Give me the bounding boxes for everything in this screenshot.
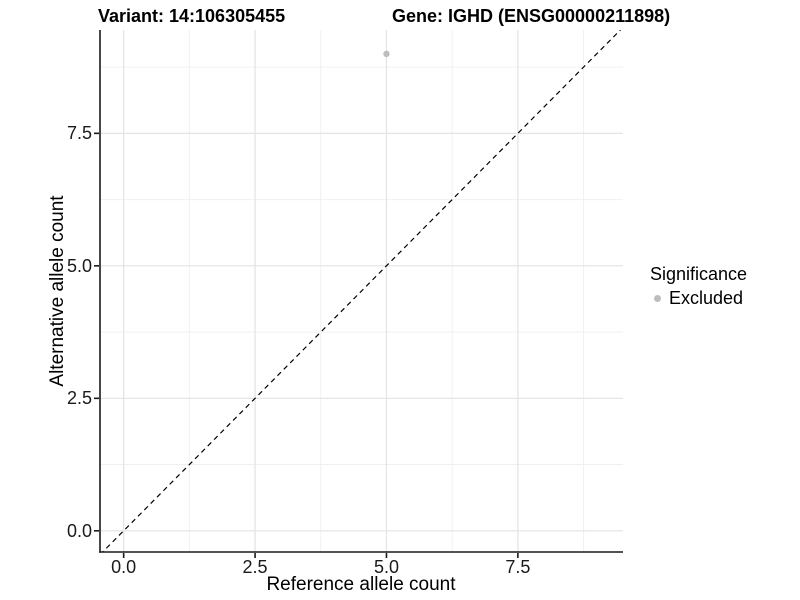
x-tick-label: 2.5 xyxy=(242,557,268,577)
identity-reference-line xyxy=(101,30,622,552)
y-tick-label: 7.5 xyxy=(66,123,92,144)
y-tick-label: 0.0 xyxy=(66,520,92,541)
plot-title-variant: Variant: 14:106305455 xyxy=(98,6,286,26)
x-axis-title: Reference allele count xyxy=(266,574,456,595)
y-axis-title: Alternative allele count xyxy=(47,195,68,387)
legend-item-label: Excluded xyxy=(669,288,744,308)
x-tick-label: 0.0 xyxy=(111,557,137,577)
data-point xyxy=(383,50,390,58)
plot-title-gene: Gene: IGHD (ENSG00000211898) xyxy=(392,6,671,26)
legend-item-excluded: Excluded xyxy=(650,288,747,308)
x-tick-label: 7.5 xyxy=(505,557,531,577)
y-tick-label: 5.0 xyxy=(66,255,92,276)
y-tick-label: 2.5 xyxy=(66,388,92,409)
legend: Significance Excluded xyxy=(650,263,747,308)
legend-key-dot-icon xyxy=(654,294,661,302)
legend-title: Significance xyxy=(650,264,748,284)
x-tick-label: 5.0 xyxy=(373,557,399,577)
